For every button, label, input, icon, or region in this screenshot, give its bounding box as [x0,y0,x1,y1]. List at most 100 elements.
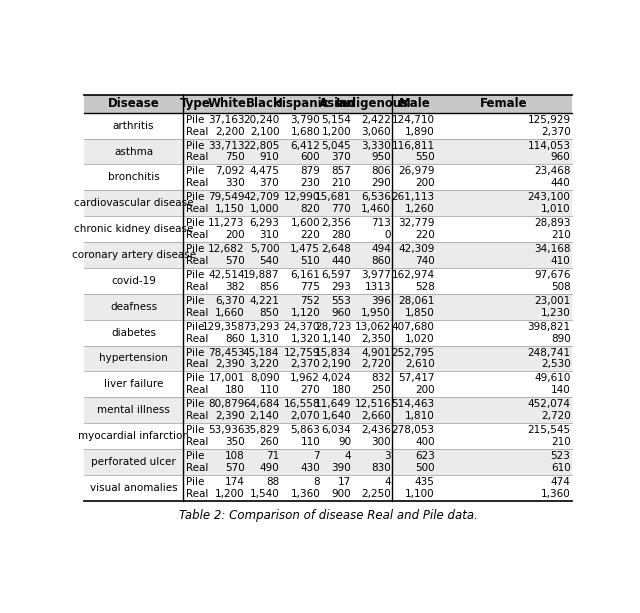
Text: 806: 806 [371,167,391,177]
Text: 540: 540 [260,256,280,266]
Text: 910: 910 [260,153,280,162]
Text: 2,070: 2,070 [291,411,320,421]
Text: 510: 510 [300,256,320,266]
Text: 300: 300 [371,437,391,447]
Text: 125,929: 125,929 [527,115,570,124]
Text: 440: 440 [332,256,351,266]
Text: 382: 382 [225,282,244,292]
Text: Pile: Pile [186,399,204,409]
Text: 1,260: 1,260 [405,204,435,214]
Text: 17: 17 [338,477,351,487]
Bar [84,449,572,475]
Text: 1,230: 1,230 [541,308,570,318]
Text: 220: 220 [415,230,435,240]
Text: 5,045: 5,045 [321,140,351,151]
Text: 230: 230 [300,178,320,188]
Text: 243,100: 243,100 [527,192,570,202]
Text: Pile: Pile [186,167,204,177]
Text: Hispanic: Hispanic [273,97,330,110]
Text: 42,309: 42,309 [398,244,435,254]
Text: 1,475: 1,475 [290,244,320,254]
Text: 12,516: 12,516 [355,399,391,409]
Text: Pile: Pile [186,218,204,228]
Bar [84,268,572,294]
Text: 1,010: 1,010 [541,204,570,214]
Text: 200: 200 [415,386,435,395]
Text: 261,113: 261,113 [392,192,435,202]
Text: 4,475: 4,475 [250,167,280,177]
Text: 220: 220 [300,230,320,240]
Text: 293: 293 [332,282,351,292]
Text: 7,092: 7,092 [215,167,244,177]
Text: 370: 370 [332,153,351,162]
Text: 523: 523 [550,451,570,461]
Text: Real: Real [186,386,208,395]
Text: 6,412: 6,412 [290,140,320,151]
Text: 174: 174 [225,477,244,487]
Text: Real: Real [186,359,208,370]
Text: Male: Male [399,97,430,110]
Text: 440: 440 [551,178,570,188]
Text: 879: 879 [300,167,320,177]
Text: perforated ulcer: perforated ulcer [91,457,176,467]
Text: Pile: Pile [186,140,204,151]
Text: 570: 570 [225,463,244,473]
Text: mental illness: mental illness [97,405,170,415]
Text: 3,330: 3,330 [361,140,391,151]
Text: Real: Real [186,153,208,162]
Bar [84,95,572,113]
Bar [84,139,572,164]
Text: 4,901: 4,901 [361,348,391,357]
Text: 4,024: 4,024 [321,373,351,383]
Text: 200: 200 [415,178,435,188]
Text: 2,720: 2,720 [361,359,391,370]
Text: 398,821: 398,821 [527,322,570,332]
Text: 1,950: 1,950 [361,308,391,318]
Text: 3,060: 3,060 [362,127,391,137]
Text: 17,001: 17,001 [209,373,244,383]
Text: 26,979: 26,979 [398,167,435,177]
Bar [84,216,572,242]
Text: 400: 400 [415,437,435,447]
Text: 553: 553 [332,296,351,306]
Text: 22,805: 22,805 [243,140,280,151]
Text: 528: 528 [415,282,435,292]
Text: 2,648: 2,648 [321,244,351,254]
Text: covid-19: covid-19 [111,276,156,286]
Text: 830: 830 [371,463,391,473]
Text: 6,161: 6,161 [290,270,320,280]
Text: Real: Real [186,127,208,137]
Text: 12,759: 12,759 [284,348,320,357]
Text: 474: 474 [550,477,570,487]
Text: 550: 550 [415,153,435,162]
Text: hypertension: hypertension [99,354,168,364]
Text: 15,681: 15,681 [315,192,351,202]
Text: 88: 88 [266,477,280,487]
Text: Female: Female [480,97,528,110]
Text: 23,001: 23,001 [534,296,570,306]
Text: 116,811: 116,811 [392,140,435,151]
Text: 248,741: 248,741 [527,348,570,357]
Text: 752: 752 [300,296,320,306]
Text: 570: 570 [225,256,244,266]
Text: 5,154: 5,154 [321,115,351,124]
Text: 37,163: 37,163 [208,115,244,124]
Text: 1,100: 1,100 [405,489,435,499]
Text: Pile: Pile [186,270,204,280]
Text: 200: 200 [225,230,244,240]
Text: 2,720: 2,720 [541,411,570,421]
Text: 1,680: 1,680 [291,127,320,137]
Text: Pile: Pile [186,425,204,435]
Text: 1313: 1313 [365,282,391,292]
Text: 215,545: 215,545 [527,425,570,435]
Text: 960: 960 [332,308,351,318]
Text: 860: 860 [225,333,244,343]
Text: 396: 396 [371,296,391,306]
Text: 270: 270 [300,386,320,395]
Text: 2,390: 2,390 [215,359,244,370]
Text: 140: 140 [551,386,570,395]
Text: 1,850: 1,850 [405,308,435,318]
Text: 435: 435 [415,477,435,487]
Text: Table 2: Comparison of disease Real and Pile data.: Table 2: Comparison of disease Real and … [179,509,477,522]
Text: Real: Real [186,282,208,292]
